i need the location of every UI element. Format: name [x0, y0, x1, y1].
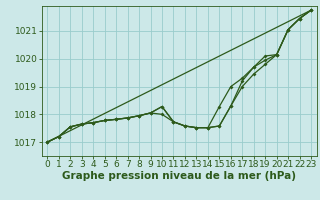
X-axis label: Graphe pression niveau de la mer (hPa): Graphe pression niveau de la mer (hPa)	[62, 171, 296, 181]
